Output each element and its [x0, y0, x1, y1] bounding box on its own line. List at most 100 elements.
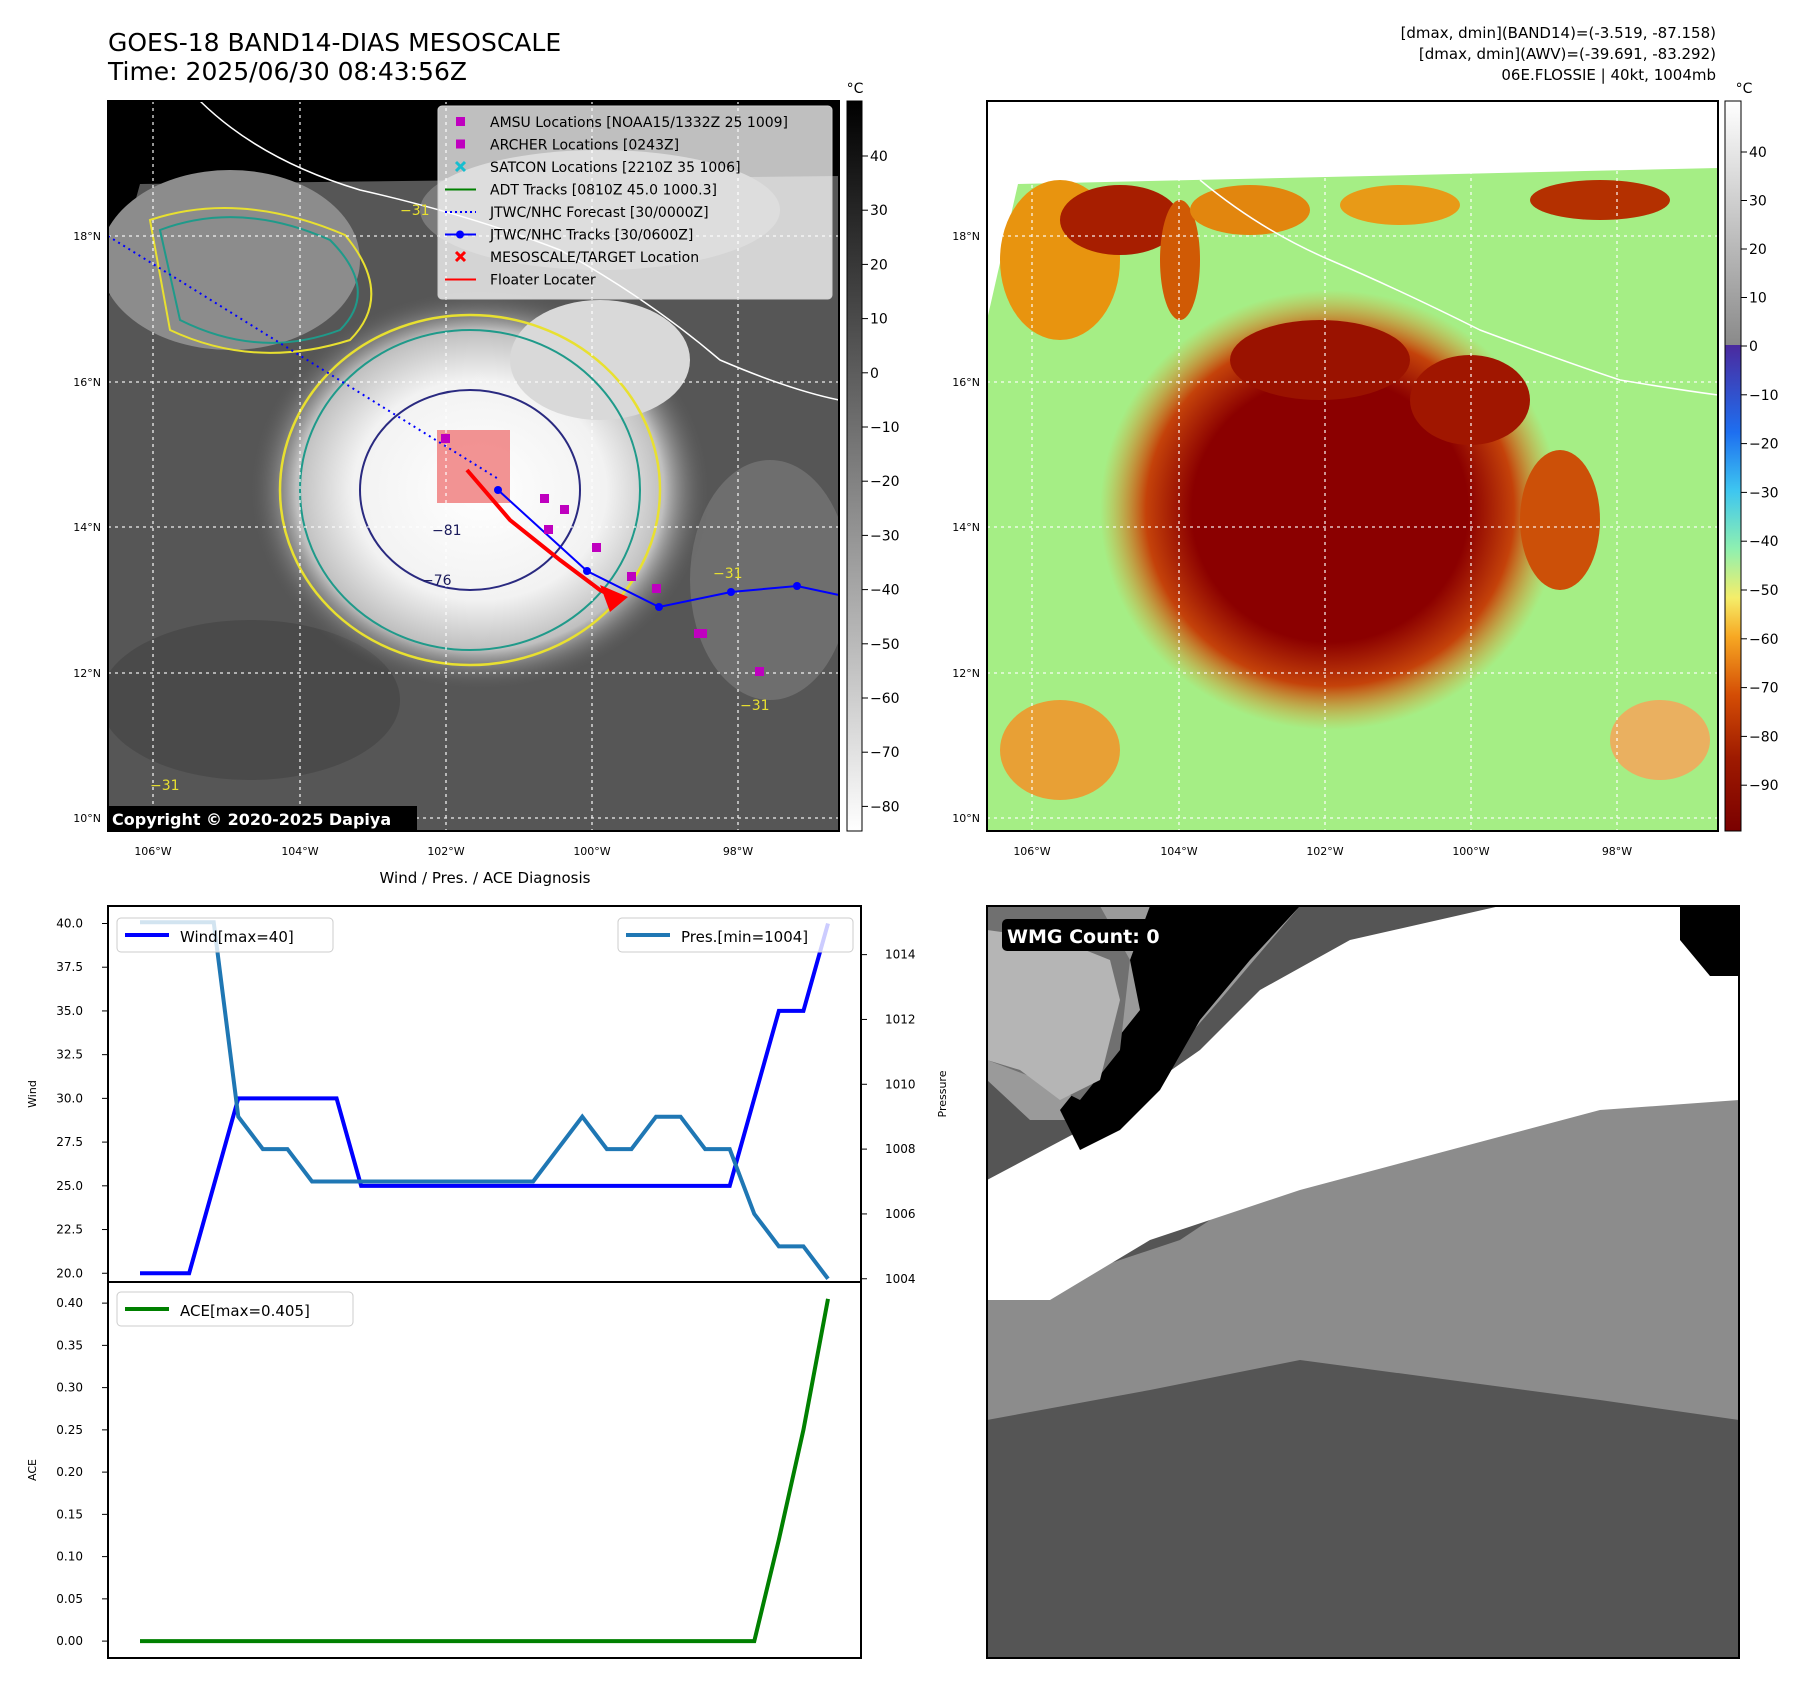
pressure-tick-label: 1012	[885, 1012, 916, 1026]
ace-chart: 0.40 0.35 0.30 0.25 0.20 0.15 0.10 0.05 0.00 ACE…	[26, 1281, 862, 1659]
lon-label: 100°W	[573, 845, 610, 858]
wv-colorbar-tick-label: 0	[1749, 339, 1758, 355]
lat-label: 12°N	[73, 667, 101, 680]
wind-tick-label: 37.5	[56, 960, 83, 974]
wind-tick-label: 25.0	[56, 1179, 83, 1193]
lon-label: 106°W	[1013, 845, 1050, 858]
lat-label: 16°N	[952, 376, 980, 389]
legend-marker	[456, 117, 465, 126]
lon-label: 104°W	[281, 845, 318, 858]
pressure-axis-label: Pressure	[936, 1070, 949, 1117]
lon-label: 102°W	[427, 845, 464, 858]
ir-colorbar-tick-label: −30	[870, 528, 900, 544]
wind-series-line	[140, 922, 830, 1276]
ir-colorbar-tick-label: −20	[870, 474, 900, 490]
ace-tick-label: 0.05	[56, 1592, 83, 1606]
wind-pres-chart: 40.0 37.5 35.0 32.5 30.0 27.5 25.0 22.5 20.0 101…	[26, 905, 949, 1286]
legend-label: Floater Locater	[490, 273, 596, 289]
pressure-series-line	[140, 920, 830, 1280]
figure-time: Time: 2025/06/30 08:43:56Z	[107, 57, 467, 86]
legend-label: ARCHER Locations [0243Z]	[490, 138, 679, 154]
ir-colorbar-tick-label: 30	[870, 203, 888, 219]
ir-colorbar-unit: °C	[847, 81, 864, 97]
ir-colorbar-tick-label: 20	[870, 257, 888, 273]
wv-colorbar-tick-label: 30	[1749, 194, 1767, 210]
legend-marker	[454, 160, 467, 173]
ir-axes-frame	[107, 100, 840, 832]
legend-label: AMSU Locations [NOAA15/1332Z 25 1009]	[490, 115, 788, 131]
wind-legend-label: Wind[max=40]	[180, 928, 294, 946]
ir-legend: AMSU Locations [NOAA15/1332Z 25 1009] ARC…	[437, 105, 833, 300]
wv-map-panel: 18°N 16°N 14°N 12°N 10°N 106°W 104°W 102…	[952, 81, 1778, 858]
lat-label: 12°N	[952, 667, 980, 680]
legend-label: ADT Tracks [0810Z 45.0 1000.3]	[490, 183, 717, 199]
legend-label: JTWC/NHC Forecast [30/0000Z]	[489, 205, 709, 221]
wv-colorbar-tick-label: 10	[1749, 291, 1767, 307]
ace-series-line	[140, 1298, 830, 1644]
ace-frame	[107, 1281, 862, 1659]
forecast-track	[108, 235, 501, 481]
pressure-legend: Pres.[min=1004]	[617, 917, 854, 953]
ir-colorbar	[846, 100, 863, 832]
lon-label: 98°W	[723, 845, 753, 858]
pressure-tick-label: 1006	[885, 1207, 916, 1221]
wv-axes-frame	[986, 100, 1719, 832]
pressure-tick-label: 1010	[885, 1077, 916, 1091]
ace-legend-label: ACE[max=0.405]	[180, 1302, 310, 1320]
ace-tick-label: 0.10	[56, 1550, 83, 1564]
contour-label: −31	[150, 778, 180, 794]
wv-colorbar-tick-label: −20	[1749, 437, 1779, 453]
wv-colorbar-tick-label: −50	[1749, 583, 1779, 599]
lon-label: 106°W	[134, 845, 171, 858]
legend-marker	[456, 139, 465, 149]
wind-pres-frame	[107, 905, 862, 1283]
ace-tick-label: 0.30	[56, 1381, 83, 1395]
wv-colorbar-tick-label: −30	[1749, 485, 1779, 501]
wind-tick-label: 22.5	[56, 1223, 83, 1237]
ir-colorbar-tick-label: −70	[870, 745, 900, 761]
pressure-tick-label: 1008	[885, 1142, 916, 1156]
lat-label: 14°N	[952, 521, 980, 534]
ir-colorbar-tick-label: −80	[870, 799, 900, 815]
wind-tick-label: 40.0	[56, 916, 83, 930]
lat-label: 10°N	[73, 812, 101, 825]
ir-map-panel: −81 −76 −31 −31 −31 −31 AMSU Locations […	[73, 81, 899, 858]
wmg-panel: WMG Count: 0	[986, 905, 1740, 1659]
wv-colorbar-tick-label: −40	[1749, 534, 1779, 550]
wv-colorbar-tick-label: −90	[1749, 778, 1779, 794]
wind-axis-label: Wind	[26, 1080, 39, 1108]
wind-tick-label: 20.0	[56, 1266, 83, 1280]
lat-label: 10°N	[952, 812, 980, 825]
ir-colorbar-tick-label: −10	[870, 420, 900, 436]
best-track	[497, 489, 839, 609]
lon-label: 100°W	[1452, 845, 1489, 858]
legend-marker	[454, 250, 467, 263]
lat-label: 14°N	[73, 521, 101, 534]
ace-legend: ACE[max=0.405]	[116, 1291, 354, 1327]
wv-colorbar-tick-label: −80	[1749, 729, 1779, 745]
ir-colorbar-tick-label: 40	[870, 149, 888, 165]
figure-title: GOES-18 BAND14-DIAS MESOSCALE	[108, 28, 561, 57]
wv-colorbar-tick-label: −70	[1749, 681, 1779, 697]
legend-label: SATCON Locations [2210Z 35 1006]	[490, 160, 741, 176]
pressure-tick-label: 1014	[885, 948, 916, 962]
lat-label: 16°N	[73, 376, 101, 389]
lat-label: 18°N	[73, 230, 101, 243]
contour-label: −81	[432, 523, 462, 539]
ace-tick-label: 0.25	[56, 1423, 83, 1437]
lon-label: 102°W	[1306, 845, 1343, 858]
wv-colorbar-tick-label: −10	[1749, 388, 1779, 404]
wind-tick-label: 32.5	[56, 1048, 83, 1062]
copyright-label: Copyright © 2020-2025 Dapiya	[112, 810, 391, 829]
wv-colorbar-lower	[1725, 345, 1741, 831]
lon-label: 98°W	[1602, 845, 1632, 858]
info-band14: [dmax, dmin](BAND14)=(-3.519, -87.158)	[1401, 24, 1716, 42]
contour-label: −31	[400, 203, 430, 219]
legend-label: MESOSCALE/TARGET Location	[490, 250, 699, 266]
wind-legend: Wind[max=40]	[116, 917, 334, 953]
wmg-frame	[986, 905, 1740, 1659]
ir-colorbar-tick-label: −60	[870, 691, 900, 707]
diagnosis-title: Wind / Pres. / ACE Diagnosis	[380, 869, 591, 887]
wv-colorbar-tick-label: −60	[1749, 632, 1779, 648]
wv-colorbar-upper	[1725, 101, 1741, 345]
